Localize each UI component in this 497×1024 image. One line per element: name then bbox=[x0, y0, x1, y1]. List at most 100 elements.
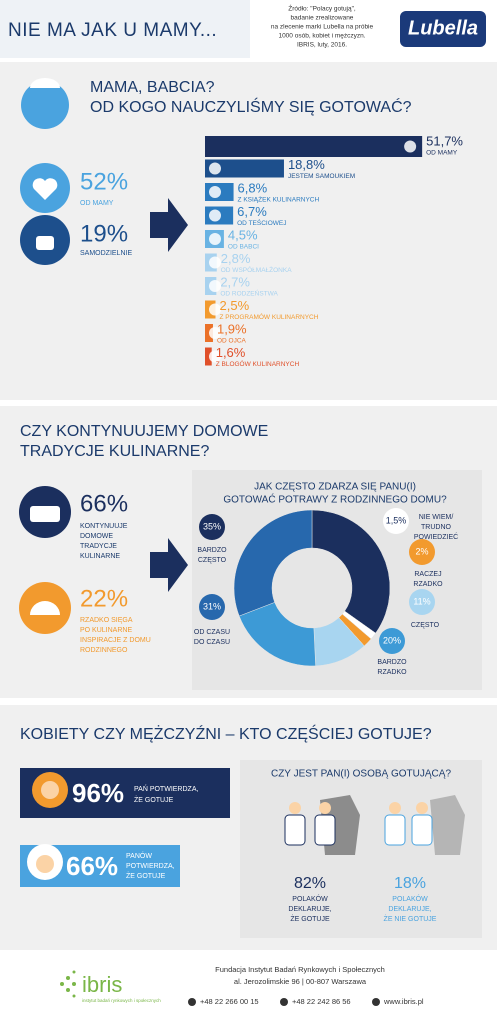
cook bbox=[384, 814, 406, 846]
bar-label: JESTEM SAMOUKIEM bbox=[288, 173, 355, 180]
segment-label: OD CZASU bbox=[194, 629, 230, 636]
stat-value: 66% bbox=[66, 851, 118, 881]
bar-label: Z BLOGÓW KULINARNYCH bbox=[216, 359, 300, 368]
bar-icon bbox=[209, 327, 221, 339]
face bbox=[41, 781, 59, 799]
chef-hat bbox=[30, 78, 60, 88]
value-label: 6,8% bbox=[238, 180, 268, 195]
bar-label: OD TEŚCIOWEJ bbox=[237, 218, 286, 227]
heart bbox=[32, 178, 58, 200]
section-bg bbox=[0, 62, 497, 400]
source-line: Źródło: "Polacy gotują", bbox=[288, 4, 356, 13]
stat-value: 52% bbox=[80, 168, 128, 195]
value-label: 2,5% bbox=[220, 298, 250, 313]
segment-label: CZĘSTO bbox=[198, 557, 227, 564]
stat-label: OD MAMY bbox=[80, 200, 114, 207]
answer-label: ŻE GOTUJE bbox=[290, 914, 330, 923]
value-label: 20% bbox=[383, 635, 401, 645]
segment-label: RZADKO bbox=[377, 669, 407, 676]
chef-icon bbox=[21, 81, 69, 129]
answer-label: DEKLARUJE, bbox=[388, 906, 431, 913]
segment-label: BARDZO bbox=[377, 659, 407, 666]
source: Źródło: "Polacy gotują", badanie zrealiz… bbox=[271, 4, 374, 49]
cook-head bbox=[416, 802, 428, 814]
arrow bbox=[150, 538, 188, 592]
answer-label: ŻE NIE GOTUJE bbox=[384, 914, 437, 923]
bar-icon bbox=[209, 186, 221, 198]
stat-label-line: PO KULINARNE bbox=[80, 627, 132, 634]
value-label: 51,7% bbox=[426, 133, 463, 148]
stat-label-line: DOMOWE bbox=[80, 533, 113, 540]
stat-label-line: PAŃ POTWIERDZA, bbox=[134, 784, 198, 793]
value-label: 2,8% bbox=[221, 251, 251, 266]
brand-name: Lubella bbox=[408, 17, 478, 39]
cook bbox=[314, 814, 336, 846]
bar-icon bbox=[209, 256, 221, 269]
pot bbox=[30, 506, 60, 522]
bar-icon bbox=[209, 303, 221, 316]
segment-label: CZĘSTO bbox=[411, 622, 440, 629]
stat-label-line: POTWIERDZA, bbox=[126, 863, 175, 870]
bar bbox=[205, 324, 213, 342]
bar-label: OD OJCA bbox=[217, 338, 247, 345]
label-bubble bbox=[383, 508, 409, 534]
bar-label: Z KSIĄŻEK KULINARNYCH bbox=[238, 195, 320, 204]
question: GOTOWAĆ POTRAWY Z RODZINNEGO DOMU? bbox=[223, 493, 447, 506]
label-bubble bbox=[199, 594, 225, 620]
stat-value: 19% bbox=[80, 220, 128, 247]
fax: +48 22 242 86 56 bbox=[292, 997, 351, 1006]
stat-label: KONTYNUUJE DOMOWE TRADYCJE KULINARNE bbox=[80, 523, 128, 560]
segment-label: NIE WIEM/ bbox=[419, 514, 454, 521]
cook-head bbox=[319, 802, 331, 814]
page-title: NIE MA JAK U MAMY... bbox=[8, 20, 217, 41]
answer-label: POLAKÓW bbox=[292, 894, 328, 903]
label-bubble bbox=[409, 589, 435, 615]
cook bbox=[411, 814, 433, 846]
stat-label-line: KULINARNE bbox=[80, 553, 120, 560]
label-bubble bbox=[199, 514, 225, 540]
segment-label: BARDZO bbox=[197, 547, 227, 554]
value-label: 1,6% bbox=[216, 345, 246, 360]
answer-label: DEKLARUJE, bbox=[288, 906, 331, 913]
bar-label: OD MAMY bbox=[426, 150, 458, 157]
stat-label-line: RZADKO SIĘGA bbox=[80, 617, 133, 624]
value-label: 6,7% bbox=[237, 204, 267, 219]
stat-label-line: RODZINNEGO bbox=[80, 647, 128, 654]
thumb bbox=[36, 236, 54, 250]
question: CZY JEST PAN(I) OSOBĄ GOTUJĄCĄ? bbox=[271, 769, 451, 780]
ibris-tagline: instytut badań rynkowych i społecznych bbox=[82, 998, 161, 1003]
value-label: 4,5% bbox=[228, 227, 258, 242]
bar-label: Z PROGRAMÓW KULINARNYCH bbox=[220, 312, 319, 321]
org-line: Fundacja Instytut Badań Rynkowych i Społ… bbox=[215, 965, 385, 974]
donut-segment bbox=[233, 509, 313, 617]
org-line: al. Jerozolimskie 96 | 00-807 Warszawa bbox=[234, 977, 367, 986]
label-bubble bbox=[379, 628, 405, 654]
bar-icon bbox=[209, 162, 221, 175]
value-label: 35% bbox=[203, 521, 221, 531]
bar-chart: 51,7% OD MAMY 18,8%JESTEM SAMOUKIEM 6,8%Z K… bbox=[205, 133, 463, 368]
bar-icon bbox=[209, 209, 221, 222]
phone: +48 22 266 00 15 bbox=[200, 997, 259, 1006]
web: www.ibris.pl bbox=[383, 997, 424, 1006]
bar-icon bbox=[209, 233, 221, 245]
value-label: 2% bbox=[415, 546, 428, 556]
segment-label: POWIEDZIEĆ bbox=[414, 532, 458, 541]
ibris-logo: ibris bbox=[82, 972, 122, 997]
segment-label: RACZEJ bbox=[414, 571, 441, 578]
section-title: TRADYCJE KULINARNE? bbox=[20, 443, 209, 460]
source-line: badanie zrealizowane bbox=[291, 15, 354, 22]
bar bbox=[205, 159, 284, 178]
section-title: KOBIETY CZY MĘŻCZYŹNI – KTO CZĘŚCIEJ GOT… bbox=[20, 724, 432, 743]
bar-label: OD BABCI bbox=[228, 244, 259, 251]
segment-label: TRUDNO bbox=[421, 524, 451, 531]
stat-label-line: ŻE GOTUJE bbox=[126, 871, 166, 880]
phone-icon bbox=[188, 998, 196, 1006]
value-label: 2,7% bbox=[220, 274, 250, 289]
source-line: na zlecenie marki Lubella na próbie bbox=[271, 24, 374, 31]
section-title: CZY KONTYNUUJEMY DOMOWE bbox=[20, 423, 268, 440]
bar-label: OD RODZEŃSTWA bbox=[220, 289, 278, 298]
value-label: 1,9% bbox=[217, 321, 247, 336]
stat-label: SAMODZIELNIE bbox=[80, 250, 132, 257]
stat-value: 66% bbox=[80, 490, 128, 517]
